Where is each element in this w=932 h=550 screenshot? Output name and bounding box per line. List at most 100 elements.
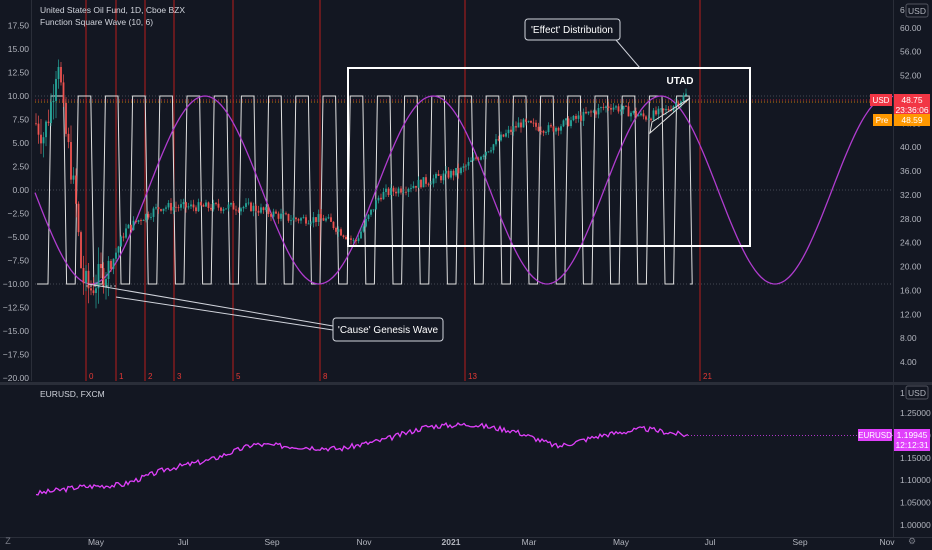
- fib-time-label: 8: [323, 372, 328, 381]
- candle-body: [157, 207, 160, 210]
- candle-body: [397, 188, 400, 194]
- time-axis-label: Mar: [522, 537, 537, 547]
- candle-body: [330, 217, 332, 222]
- candle-body: [370, 209, 372, 215]
- candle-body: [562, 120, 565, 127]
- candle-body: [295, 217, 297, 220]
- price-tick-label: 24.00: [900, 238, 922, 248]
- time-axis-label: Sep: [792, 537, 807, 547]
- pre-badge: [894, 114, 930, 126]
- candle-body: [95, 288, 97, 294]
- candle-body: [640, 113, 642, 116]
- fib-time-label: 13: [468, 372, 477, 381]
- candle-body: [675, 102, 677, 107]
- candle-body: [530, 121, 532, 123]
- candle-body: [657, 108, 660, 115]
- candle-body: [167, 202, 170, 208]
- candle-body: [577, 115, 580, 119]
- candle-body: [102, 268, 105, 288]
- candle-body: [517, 122, 520, 128]
- candle-body: [550, 125, 552, 127]
- eurusd-badge-tag: [858, 429, 892, 441]
- candle-body: [630, 112, 632, 117]
- left-tick-label: −2.50: [7, 209, 29, 219]
- effect-callout-label: 'Effect' Distribution: [531, 25, 613, 36]
- candle-body: [105, 279, 107, 288]
- candle-body: [522, 119, 525, 128]
- candle-body: [412, 185, 415, 189]
- price-tick-label: 16.00: [900, 285, 922, 295]
- candle-body: [655, 110, 657, 115]
- candle-body: [205, 202, 207, 207]
- candle-body: [207, 202, 210, 208]
- main-chart-title: United States Oil Fund, 1D, Cboe BZX: [40, 5, 185, 15]
- eurusd-badge-countdown: 12:12:31: [895, 440, 928, 450]
- candle-body: [152, 208, 155, 217]
- candle-body: [400, 188, 402, 193]
- time-axis-label: Sep: [264, 537, 279, 547]
- candle-body: [322, 218, 325, 221]
- candle-body: [665, 108, 667, 111]
- candle-body: [142, 220, 145, 221]
- price-tick-label: 32.00: [900, 190, 922, 200]
- candle-body: [72, 175, 75, 180]
- candle-body: [545, 132, 547, 133]
- candle-body: [100, 263, 102, 269]
- candle-body: [430, 183, 432, 185]
- candle-body: [92, 290, 95, 294]
- candle-body: [57, 66, 60, 79]
- candle-body: [500, 134, 502, 141]
- candle-body: [345, 236, 347, 240]
- candle-body: [227, 204, 230, 209]
- candle-body: [595, 111, 597, 115]
- candle-body: [130, 224, 132, 230]
- price-tick-label: 40.00: [900, 142, 922, 152]
- candle-body: [165, 207, 167, 209]
- candle-body: [590, 111, 592, 113]
- candle-body: [652, 110, 655, 121]
- candle-body: [230, 203, 232, 205]
- candle-body: [240, 208, 242, 212]
- candle-body: [82, 268, 85, 284]
- candle-body: [502, 134, 505, 137]
- candle-body: [277, 213, 280, 219]
- candle-body: [280, 213, 282, 219]
- candle-body: [310, 222, 312, 224]
- candle-body: [407, 188, 410, 192]
- candle-body: [467, 161, 470, 166]
- candle-body: [610, 108, 612, 110]
- candle-body: [307, 223, 310, 225]
- eurusd-tick-label: 1.05000: [900, 498, 931, 508]
- candle-body: [212, 202, 215, 210]
- candle-body: [480, 156, 482, 160]
- fib-time-label: 21: [703, 372, 712, 381]
- candle-body: [472, 157, 475, 161]
- left-tick-label: 17.50: [8, 21, 30, 31]
- left-tick-label: −15.00: [3, 326, 30, 336]
- candle-body: [470, 160, 472, 162]
- price-tick-partial: 6: [900, 5, 905, 15]
- candle-body: [147, 214, 150, 218]
- candle-body: [585, 111, 587, 114]
- fib-time-label: 2: [148, 372, 153, 381]
- candle-body: [482, 155, 485, 157]
- candle-body: [497, 139, 500, 141]
- candle-body: [37, 123, 40, 135]
- candle-body: [420, 179, 422, 188]
- candle-body: [180, 204, 182, 208]
- candle-body: [377, 197, 380, 201]
- candle-body: [380, 197, 382, 200]
- candle-body: [637, 115, 640, 117]
- candle-body: [645, 116, 647, 120]
- currency-label: USD: [908, 6, 926, 16]
- candle-body: [597, 108, 600, 115]
- cause-pointer-a: [87, 283, 334, 327]
- eurusd-tick-label: 1.10000: [900, 475, 931, 485]
- candle-body: [557, 127, 560, 131]
- candle-body: [220, 207, 222, 211]
- candle-body: [237, 210, 240, 212]
- candle-body: [632, 111, 635, 113]
- candle-body: [442, 173, 445, 181]
- sub-chart-title: EURUSD, FXCM: [40, 389, 105, 399]
- candle-body: [527, 121, 530, 122]
